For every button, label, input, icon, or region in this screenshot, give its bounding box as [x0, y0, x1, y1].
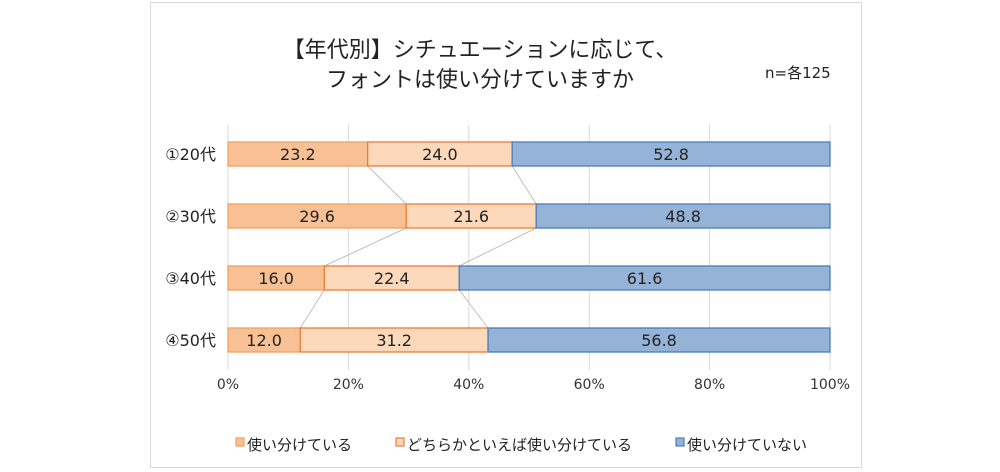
- category-label: ②30代: [165, 207, 216, 226]
- data-label: 12.0: [246, 331, 282, 350]
- legend-label: どちらかといえば使い分けている: [407, 436, 632, 454]
- bar-segment: [487, 327, 831, 353]
- category-label: ①20代: [165, 145, 216, 164]
- x-tick-label: 40%: [453, 377, 484, 393]
- legend-swatch: [235, 437, 245, 447]
- series-line: [458, 227, 537, 267]
- legend-swatch: [675, 437, 685, 447]
- bar-segment: [405, 203, 537, 229]
- data-label: 52.8: [653, 145, 689, 164]
- x-tick-label: 60%: [574, 377, 605, 393]
- series-line: [367, 165, 407, 205]
- series-line: [324, 227, 407, 267]
- data-label: 56.8: [641, 331, 677, 350]
- bar-segment: [323, 265, 460, 291]
- data-label: 31.2: [376, 331, 412, 350]
- legend-swatch: [395, 437, 405, 447]
- category-label: ④50代: [165, 331, 216, 350]
- chart-frame: [150, 2, 862, 468]
- bar-segment: [227, 265, 325, 291]
- series-line: [299, 289, 325, 329]
- data-label: 21.6: [453, 207, 489, 226]
- data-label: 24.0: [422, 145, 458, 164]
- x-tick-label: 0%: [217, 377, 239, 393]
- bar-segment: [227, 203, 407, 229]
- x-tick-label: 20%: [333, 377, 364, 393]
- legend-label: 使い分けている: [247, 436, 352, 454]
- category-label: ③40代: [165, 269, 216, 288]
- bar-segment: [227, 141, 369, 167]
- chart-title-line-2: フォントは使い分けていますか: [325, 68, 634, 93]
- x-tick-label: 80%: [694, 377, 725, 393]
- bar-segment: [535, 203, 831, 229]
- series-line: [511, 165, 537, 205]
- bar-segment: [511, 141, 831, 167]
- data-label: 29.6: [299, 207, 335, 226]
- series-line: [458, 289, 489, 329]
- bar-segment: [458, 265, 831, 291]
- data-label: 48.8: [665, 207, 701, 226]
- x-tick-label: 100%: [810, 377, 850, 393]
- legend-label: 使い分けていない: [687, 436, 807, 454]
- data-label: 61.6: [627, 269, 663, 288]
- sample-size-note: n=各125: [765, 64, 831, 82]
- data-label: 22.4: [374, 269, 410, 288]
- chart-title-line-1: 【年代別】シチュエーションに応じて、: [282, 38, 678, 63]
- data-label: 16.0: [258, 269, 294, 288]
- bar-segment: [299, 327, 489, 353]
- data-label: 23.2: [280, 145, 316, 164]
